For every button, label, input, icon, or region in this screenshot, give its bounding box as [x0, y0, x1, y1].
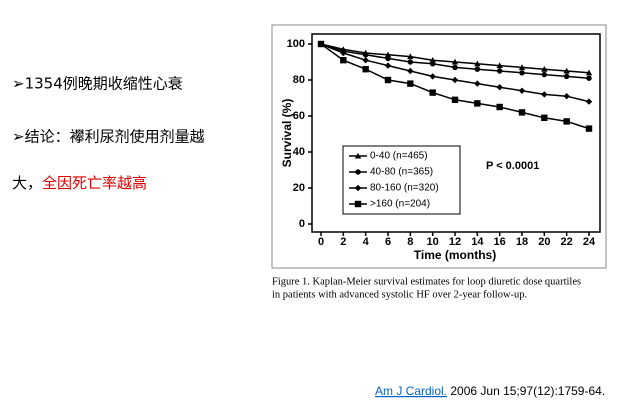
legend-label: >160 (n=204)	[370, 199, 430, 210]
point	[518, 109, 526, 116]
y-tick-label: 20	[293, 182, 305, 194]
point	[429, 57, 436, 63]
point	[385, 55, 391, 62]
point	[496, 68, 503, 74]
point	[496, 103, 503, 111]
x-tick-label: 4	[363, 236, 370, 248]
point	[586, 75, 592, 81]
x-tick-label: 14	[471, 236, 484, 248]
conclusion-plain: 大，	[12, 174, 42, 192]
y-axis-label: Survival (%)	[280, 99, 294, 168]
point	[585, 125, 593, 132]
y-tick-label: 60	[293, 110, 305, 122]
point	[429, 73, 436, 80]
point	[541, 91, 548, 98]
y-tick-label: 0	[299, 218, 305, 230]
plot-frame	[311, 33, 601, 233]
point	[384, 51, 392, 58]
x-tick-label: 10	[427, 236, 439, 248]
bullet: ➢1354例晚期收缩性心衰	[12, 75, 183, 93]
point	[429, 61, 436, 67]
point	[317, 40, 325, 48]
bullet: ➢结论：襻利尿剂使用剂量越	[12, 128, 205, 146]
point	[429, 89, 436, 96]
x-tick-label: 16	[494, 236, 506, 248]
point	[563, 118, 570, 125]
point	[563, 73, 570, 80]
x-tick-label: 24	[583, 236, 596, 248]
legend-marker	[354, 152, 362, 159]
x-tick-label: 12	[449, 236, 461, 248]
conclusion: 大，全因死亡率越高	[12, 174, 147, 192]
x-tick-label: 18	[516, 236, 528, 248]
x-tick-label: 8	[407, 236, 413, 248]
point	[519, 70, 525, 76]
legend-marker	[354, 200, 362, 208]
point	[541, 71, 548, 78]
point	[362, 66, 369, 73]
point	[541, 66, 548, 72]
y-tick-label: 80	[293, 74, 305, 86]
point	[474, 100, 481, 107]
point	[563, 93, 570, 100]
point	[496, 62, 503, 69]
legend-box	[342, 145, 461, 215]
point	[585, 69, 593, 76]
y-tick-label: 40	[293, 146, 305, 158]
point	[452, 64, 458, 71]
series-line	[320, 43, 590, 130]
x-tick-label: 6	[385, 236, 391, 248]
point	[362, 52, 369, 58]
citation: Am J Cardiol. 2006 Jun 15;97(12):1759-64…	[375, 384, 605, 398]
caption-line: Figure 1. Kaplan-Meier survival estimate…	[272, 276, 581, 287]
point	[585, 98, 593, 105]
point	[451, 96, 459, 103]
point	[451, 76, 459, 84]
legend-marker	[355, 169, 361, 175]
point	[541, 114, 548, 121]
legend-label: 80-160 (n=320)	[370, 183, 439, 194]
annotation: P < 0.0001	[486, 160, 539, 172]
x-axis-label: Time (months)	[414, 248, 496, 262]
x-tick-label: 0	[318, 236, 324, 248]
figure-border	[271, 24, 607, 269]
point	[407, 59, 414, 65]
point	[451, 58, 459, 65]
x-tick-label: 2	[340, 236, 346, 248]
point	[340, 57, 347, 64]
point	[340, 49, 347, 57]
legend-label: 0-40 (n=465)	[370, 151, 428, 162]
caption-line: in patients with advanced systolic HF ov…	[272, 289, 527, 300]
point	[518, 87, 526, 94]
legend-label: 40-80 (n=365)	[370, 167, 433, 178]
legend-marker	[354, 184, 362, 192]
point	[496, 84, 503, 91]
x-tick-label: 22	[561, 236, 573, 248]
point	[362, 57, 369, 64]
citation-link[interactable]: Am J Cardiol.	[375, 384, 447, 398]
conclusion-highlight: 全因死亡率越高	[42, 174, 147, 192]
point	[407, 80, 414, 87]
point	[474, 66, 481, 72]
point	[407, 53, 414, 60]
point	[384, 76, 392, 84]
x-tick-label: 20	[538, 236, 550, 248]
citation-rest: 2006 Jun 15;97(12):1759-64.	[447, 384, 605, 398]
point	[474, 60, 481, 67]
point	[518, 64, 526, 70]
point	[407, 67, 414, 75]
point	[563, 67, 570, 74]
point	[474, 80, 481, 87]
point	[384, 62, 392, 69]
y-tick-label: 100	[287, 38, 305, 50]
